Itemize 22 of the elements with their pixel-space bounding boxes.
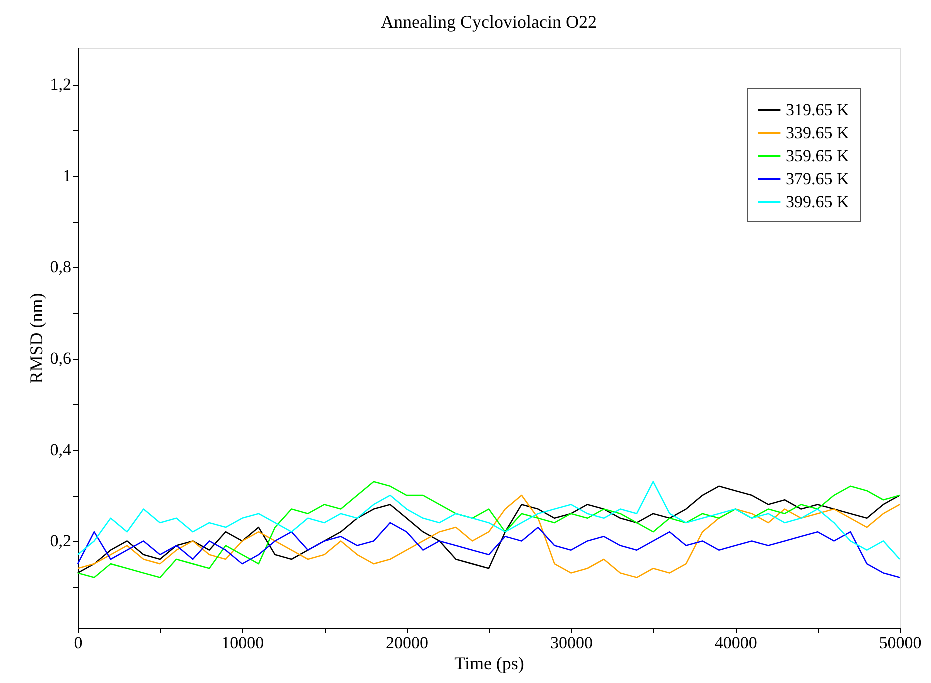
y-axis-title: RMSD (nm) [26, 293, 46, 384]
x-tick-label: 30000 [550, 634, 593, 652]
y-tick-label: 1,2 [50, 75, 72, 94]
y-tick-label: 0,2 [50, 532, 72, 551]
x-tick-label: 0 [74, 634, 83, 652]
x-tick-label: 50000 [879, 634, 922, 652]
chart-title: Annealing Cycloviolacin O22 [381, 12, 597, 32]
legend-label: 339.65 K [786, 124, 850, 142]
line-series [77, 481, 901, 560]
y-tick-label: 0,6 [50, 349, 72, 368]
x-tick-label: 20000 [386, 634, 429, 652]
legend-label: 399.65 K [786, 192, 850, 212]
y-tick-label: 1 [63, 166, 72, 186]
legend-label: 359.65 K [786, 146, 850, 166]
x-axis-title: Time (ps) [454, 654, 524, 674]
y-tick-label: 0,4 [50, 440, 72, 460]
x-tick-label: 40000 [714, 634, 758, 652]
line-series [77, 522, 901, 578]
x-tick-label: 10000 [222, 634, 264, 652]
legend-label: 319.65 K [786, 100, 850, 120]
y-tick-label: 0,8 [50, 258, 72, 277]
legend-label: 379.65 K [786, 170, 850, 188]
